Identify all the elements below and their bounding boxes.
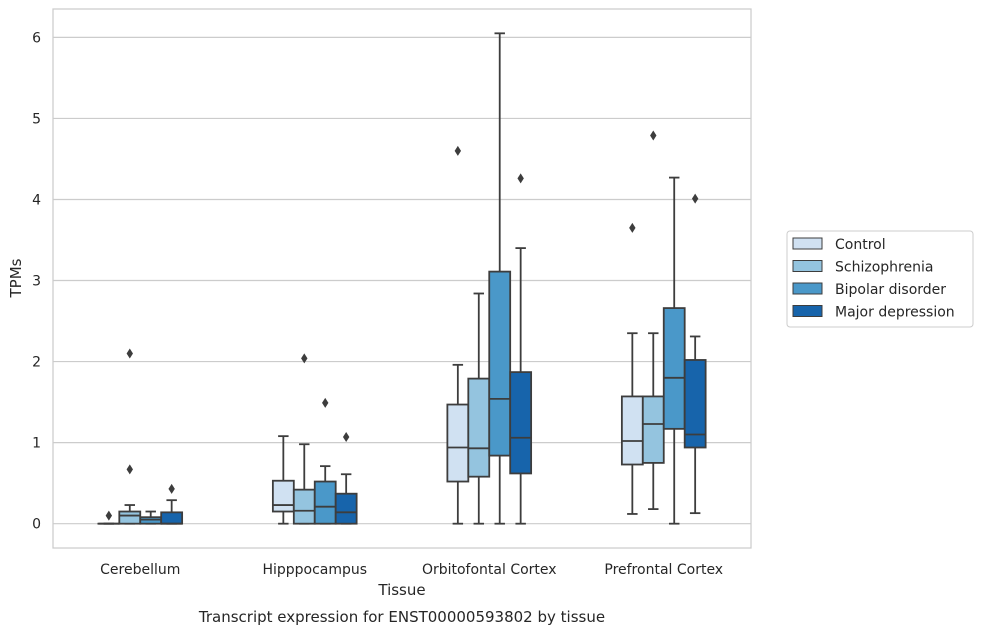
box: [620, 395, 644, 466]
y-axis-title: TPMs: [7, 258, 25, 298]
legend-swatch: [792, 237, 823, 250]
box-group: [139, 510, 163, 525]
y-tick-label: 4: [32, 192, 41, 208]
box: [271, 479, 295, 513]
box-group: [97, 510, 121, 525]
chart-caption: Transcript expression for ENST0000059380…: [198, 608, 605, 626]
box-group: [620, 222, 644, 515]
outlier-point: [342, 431, 350, 442]
x-axis-title: Tissue: [377, 581, 425, 599]
boxes: [97, 32, 707, 525]
legend: Control Schizophrenia Bipolar disorder Majo…: [786, 230, 974, 328]
box-group: [641, 130, 665, 510]
outlier-point: [126, 464, 133, 475]
box: [292, 488, 316, 525]
y-tick-label: 3: [32, 274, 41, 290]
box-group: [292, 353, 316, 525]
y-tick-labels: 0 1 2 3 4 5 6: [32, 30, 41, 532]
outlier-point: [629, 222, 636, 233]
outlier-point: [691, 193, 699, 204]
box: [160, 511, 184, 525]
legend-items: Control Schizophrenia Bipolar disorder Majo…: [792, 237, 955, 321]
box-group: [313, 397, 337, 525]
box: [641, 395, 665, 464]
grid-lines: [53, 36, 751, 525]
x-tick-label: Hipppocampus: [262, 562, 367, 578]
legend-label: Control: [835, 237, 886, 253]
box-group: [160, 483, 184, 525]
y-tick-label: 6: [32, 30, 41, 46]
box-group: [446, 145, 470, 525]
x-tick-label: Prefrontal Cortex: [604, 562, 723, 578]
box-group: [334, 431, 358, 525]
box-group: [488, 32, 512, 525]
y-tick-label: 1: [32, 436, 41, 452]
legend-swatch: [792, 282, 823, 295]
legend-frame: [786, 230, 974, 328]
box: [467, 377, 491, 478]
box: [313, 480, 337, 525]
box-group: [683, 193, 707, 515]
box: [683, 359, 707, 449]
outlier-point: [301, 353, 308, 364]
x-tick-label: Orbitofontal Cortex: [422, 562, 557, 578]
box-group: [271, 435, 295, 525]
outlier-point: [105, 510, 113, 521]
legend-label: Major depression: [835, 305, 955, 321]
box-group: [118, 348, 142, 525]
x-tick-label: Cerebellum: [100, 562, 180, 578]
box: [334, 492, 358, 525]
outlier-point: [168, 483, 175, 494]
legend-label: Bipolar disorder: [835, 282, 946, 298]
outlier-point: [322, 397, 329, 408]
outlier-point: [126, 348, 133, 359]
legend-label: Schizophrenia: [835, 260, 933, 276]
legend-swatch: [792, 305, 823, 317]
y-tick-label: 0: [32, 517, 41, 533]
outlier-point: [454, 145, 462, 156]
x-tick-labels: Cerebellum Hipppocampus Orbitofontal Corte…: [100, 562, 723, 578]
box: [446, 403, 470, 483]
box: [488, 270, 512, 457]
y-tick-label: 5: [32, 111, 41, 127]
box: [118, 510, 142, 525]
box-group: [662, 176, 686, 525]
y-tick-label: 2: [32, 355, 41, 371]
box: [662, 307, 686, 430]
box-group: [467, 292, 491, 525]
outlier-point: [650, 130, 657, 141]
plot-area-frame: [52, 8, 752, 549]
box-group: [509, 173, 533, 525]
box: [509, 371, 533, 475]
legend-swatch: [792, 260, 823, 272]
outlier-point: [517, 173, 524, 184]
